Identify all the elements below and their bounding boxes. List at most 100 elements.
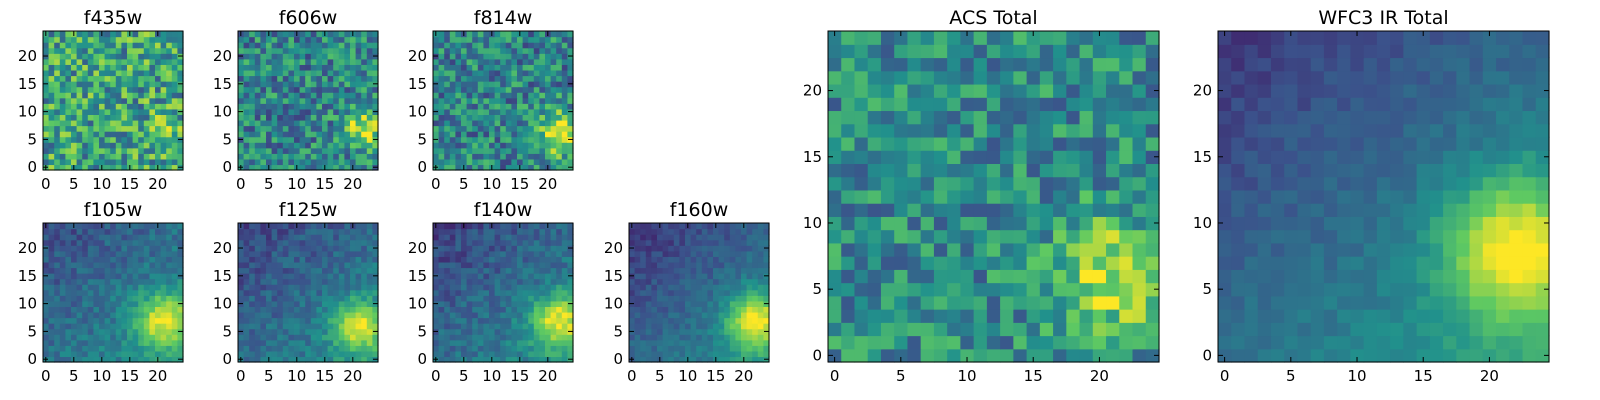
heatmap-cell (1119, 322, 1134, 337)
heatmap-cell (294, 75, 301, 82)
heatmap-cell (372, 339, 379, 346)
heatmap-cell (511, 289, 518, 296)
heatmap-cell (528, 256, 535, 263)
heatmap-cell (76, 284, 83, 291)
heatmap-cell (327, 284, 334, 291)
heatmap-cell (690, 273, 697, 280)
heatmap-cell (288, 306, 295, 313)
heatmap-cell (690, 234, 697, 241)
heatmap-cell (338, 142, 345, 149)
heatmap-cell (48, 284, 55, 291)
heatmap-cell (350, 64, 357, 71)
heatmap-cell (155, 147, 162, 154)
heatmap-cell (567, 295, 574, 302)
heatmap-cell (550, 223, 557, 230)
heatmap-cell (455, 284, 462, 291)
heatmap-cell (741, 267, 748, 274)
heatmap-cell (366, 267, 373, 274)
heatmap-cell (99, 36, 106, 43)
heatmap-cell (685, 328, 692, 335)
heatmap-cell (277, 295, 284, 302)
heatmap-cell (461, 328, 468, 335)
heatmap-cell (115, 284, 122, 291)
heatmap-cell (461, 136, 468, 143)
heatmap-cell (483, 119, 490, 127)
heatmap-cell (160, 228, 167, 235)
heatmap-cell (372, 267, 379, 274)
heatmap-cell (155, 334, 162, 341)
heatmap-cell (466, 228, 473, 235)
heatmap-cell (266, 234, 273, 241)
heatmap-cell (533, 147, 540, 154)
heatmap-cell (355, 108, 362, 115)
heatmap-cell (327, 289, 334, 296)
heatmap-cell (651, 256, 658, 263)
heatmap-cell (132, 339, 139, 346)
heatmap-cell (327, 58, 334, 65)
heatmap-cell (449, 36, 456, 43)
heatmap-cell (350, 256, 357, 263)
axes-frame (432, 30, 574, 171)
heatmap-cell (494, 345, 501, 352)
heatmap-cell (483, 108, 490, 115)
heatmap-cell (444, 42, 451, 49)
heatmap-cell (155, 158, 162, 166)
heatmap-cell (104, 267, 111, 274)
heatmap-cell (528, 136, 535, 143)
heatmap-cell (724, 228, 731, 235)
heatmap-cell (1145, 256, 1160, 270)
heatmap-cell (171, 289, 178, 296)
heatmap-cell (143, 97, 150, 104)
heatmap-cell (127, 86, 134, 93)
heatmap-cell (489, 256, 496, 263)
heatmap-cell (160, 239, 167, 246)
heatmap-cell (701, 250, 708, 257)
heatmap-cell (160, 334, 167, 341)
heatmap-cell (522, 142, 529, 149)
heatmap-cell (282, 119, 289, 127)
heatmap-cell (143, 114, 150, 121)
heatmap-cell (249, 147, 256, 154)
heatmap-cell (48, 239, 55, 246)
heatmap-cells (828, 31, 1160, 363)
heatmap-cell (87, 164, 94, 171)
heatmap-cell (238, 306, 245, 313)
heatmap-cell (149, 142, 156, 149)
heatmap-cell (528, 239, 535, 246)
heatmap-cell (461, 69, 468, 77)
heatmap-cell (238, 58, 245, 65)
heatmap-cell (338, 136, 345, 143)
heatmap-cell (333, 69, 340, 77)
heatmap-cell (87, 114, 94, 121)
heatmap-cell (316, 273, 323, 280)
heatmap-cell (99, 328, 106, 335)
heatmap-cell (310, 261, 317, 269)
heatmap-cell (1053, 269, 1067, 284)
heatmap-cell (494, 334, 501, 341)
heatmap-cell (561, 103, 568, 110)
heatmap-cell (282, 125, 289, 132)
heatmap-cell (171, 317, 178, 324)
heatmap-cell (93, 356, 100, 363)
heatmap-cell (344, 261, 351, 269)
heatmap-cell (177, 69, 184, 77)
heatmap-cell (355, 256, 362, 263)
heatmap-cell (104, 278, 111, 285)
heatmap-cell (43, 306, 50, 313)
heatmap-cell (735, 239, 742, 246)
heatmap-cell (545, 81, 552, 88)
heatmap-cell (366, 147, 373, 154)
heatmap-cell (522, 267, 529, 274)
heatmap-cell (316, 108, 323, 115)
heatmap-cell (629, 339, 636, 346)
heatmap-cell (640, 339, 647, 346)
heatmap-cell (539, 323, 546, 330)
heatmap-cell (455, 103, 462, 110)
heatmap-cell (668, 323, 675, 330)
heatmap-cell (82, 136, 89, 143)
heatmap-cell (71, 158, 78, 166)
heatmap-cell (149, 250, 156, 257)
heatmap-cell (461, 58, 468, 65)
heatmap-cell (718, 256, 725, 263)
heatmap-cell (449, 295, 456, 302)
